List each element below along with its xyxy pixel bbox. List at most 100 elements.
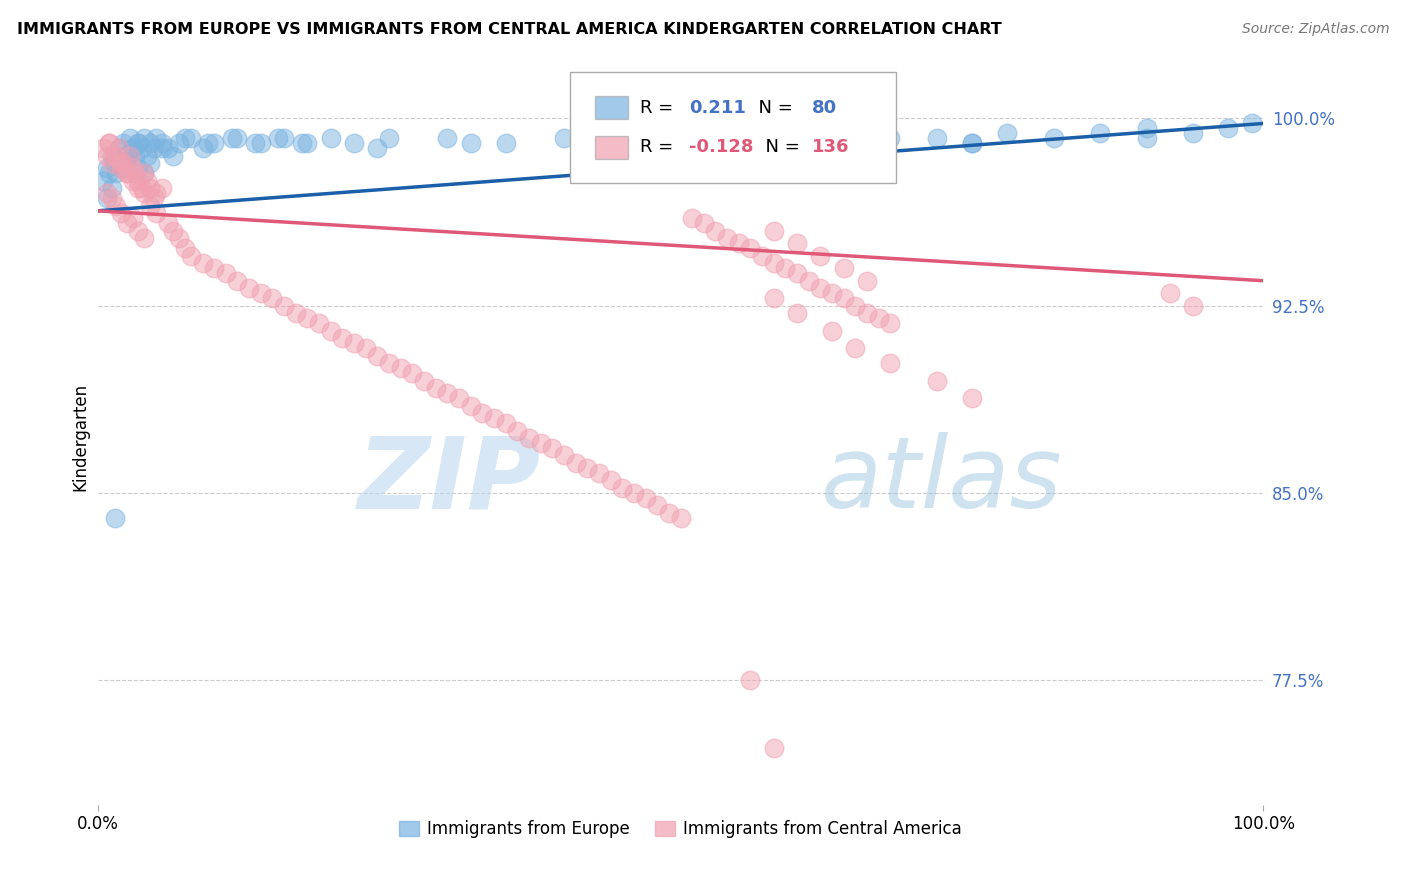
Point xyxy=(716,231,738,245)
Point xyxy=(93,141,115,155)
Legend: Immigrants from Europe, Immigrants from Central America: Immigrants from Europe, Immigrants from … xyxy=(392,814,969,845)
Point xyxy=(110,156,132,170)
Point xyxy=(995,127,1018,141)
Point xyxy=(135,174,157,188)
Point xyxy=(96,149,118,163)
Text: R =: R = xyxy=(640,98,679,117)
Point xyxy=(564,456,586,470)
Point xyxy=(645,131,668,145)
Point xyxy=(110,161,132,176)
Point xyxy=(762,256,785,270)
Point xyxy=(150,141,173,155)
Point xyxy=(879,356,901,370)
Point xyxy=(879,316,901,330)
Point xyxy=(727,136,749,151)
Point xyxy=(121,161,143,176)
Point xyxy=(150,136,173,151)
Point xyxy=(121,174,143,188)
Point xyxy=(127,161,149,176)
Point xyxy=(810,281,832,295)
Point xyxy=(378,356,401,370)
Point xyxy=(762,131,785,145)
Point xyxy=(1042,131,1064,145)
Point xyxy=(1218,121,1240,136)
Point xyxy=(576,131,599,145)
Point xyxy=(134,131,156,145)
Point xyxy=(704,224,727,238)
Point xyxy=(658,506,681,520)
Point xyxy=(174,241,197,255)
Point xyxy=(267,131,290,145)
Point xyxy=(226,274,249,288)
Point xyxy=(191,141,214,155)
Point xyxy=(127,174,149,188)
Point xyxy=(645,499,668,513)
Point xyxy=(156,216,179,230)
Point xyxy=(960,391,983,405)
Point xyxy=(96,186,118,201)
Point xyxy=(115,216,138,230)
Point xyxy=(115,166,138,180)
Point xyxy=(150,181,173,195)
Point xyxy=(262,291,284,305)
Point xyxy=(100,181,122,195)
Point xyxy=(107,141,129,155)
Text: Source: ZipAtlas.com: Source: ZipAtlas.com xyxy=(1241,22,1389,37)
Point xyxy=(180,249,202,263)
Point xyxy=(844,341,866,355)
Point xyxy=(960,136,983,151)
Text: -0.128: -0.128 xyxy=(689,138,754,156)
Point xyxy=(249,286,271,301)
Point xyxy=(308,316,330,330)
Point xyxy=(471,406,494,420)
Point xyxy=(162,149,184,163)
Point xyxy=(1136,121,1159,136)
Point xyxy=(131,181,153,195)
Point xyxy=(121,141,143,155)
Point xyxy=(634,491,657,505)
Point xyxy=(436,131,458,145)
Point xyxy=(506,424,529,438)
Point xyxy=(174,131,197,145)
Point xyxy=(447,391,470,405)
Point xyxy=(810,249,832,263)
Text: atlas: atlas xyxy=(821,433,1062,530)
Point xyxy=(681,211,703,226)
Point xyxy=(460,399,482,413)
Point xyxy=(775,261,797,276)
Point xyxy=(238,281,260,295)
Point xyxy=(612,481,634,495)
Point xyxy=(786,306,808,320)
Point xyxy=(167,231,190,245)
Point xyxy=(960,136,983,151)
Point xyxy=(139,136,162,151)
Point xyxy=(832,291,855,305)
Point xyxy=(389,361,412,376)
Point xyxy=(740,673,762,688)
Point xyxy=(120,149,142,163)
Point xyxy=(139,199,162,213)
Point xyxy=(751,249,773,263)
Point xyxy=(127,181,149,195)
Point xyxy=(98,166,121,180)
Point xyxy=(1182,299,1205,313)
Point xyxy=(436,386,458,401)
Point xyxy=(120,131,142,145)
Point xyxy=(856,274,879,288)
Point xyxy=(1090,127,1112,141)
Point xyxy=(284,306,307,320)
Point xyxy=(139,156,162,170)
Point xyxy=(145,186,167,201)
Point xyxy=(762,224,785,238)
Point xyxy=(121,211,143,226)
Point xyxy=(104,149,127,163)
Point xyxy=(693,216,716,230)
Point xyxy=(104,156,127,170)
Point xyxy=(727,236,749,251)
Point xyxy=(541,441,564,455)
Point xyxy=(107,141,129,155)
Point xyxy=(786,236,808,251)
Point xyxy=(100,149,122,163)
Bar xyxy=(595,136,628,159)
Point xyxy=(529,436,551,450)
